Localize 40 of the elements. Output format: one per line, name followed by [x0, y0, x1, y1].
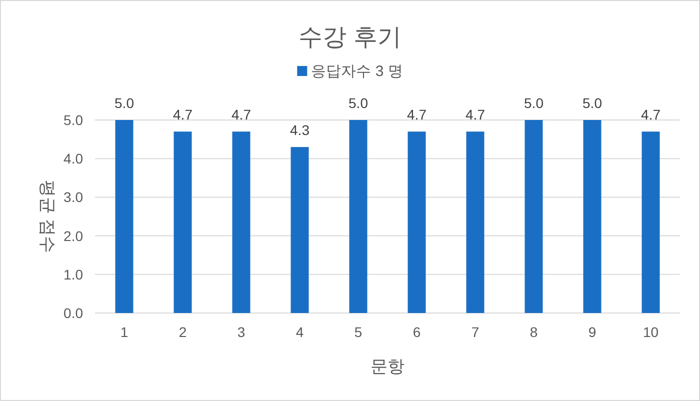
bar: [349, 120, 368, 313]
data-label: 4.7: [173, 106, 193, 123]
data-label: 5.0: [114, 95, 134, 111]
y-tick-label: 5.0: [64, 112, 84, 128]
x-tick-label: 10: [642, 324, 659, 340]
x-tick-label: 6: [412, 324, 421, 340]
y-axis-title: 평균 점수: [38, 180, 57, 253]
x-tick-label: 4: [296, 324, 304, 340]
data-label: 4.7: [407, 106, 427, 123]
x-tick-label: 1: [120, 324, 128, 340]
data-label: 5.0: [524, 95, 544, 111]
bar: [115, 120, 134, 313]
data-label: 4.7: [232, 106, 252, 123]
y-tick-label: 2.0: [64, 228, 84, 244]
bar: [290, 147, 309, 313]
y-tick-label: 3.0: [64, 189, 84, 206]
chart-title: 수강 후기: [298, 24, 402, 51]
bar: [466, 132, 484, 313]
y-tick-label: 1.0: [64, 266, 84, 282]
bar: [524, 120, 543, 313]
legend-label: 응답자수 3 명: [311, 63, 403, 80]
bar: [642, 132, 660, 313]
bar: [583, 120, 602, 313]
y-tick-label: 0.0: [64, 305, 84, 321]
x-axis-title: 문항: [370, 357, 404, 376]
x-tick-label: 3: [237, 324, 246, 340]
data-label: 5.0: [348, 95, 368, 111]
bar: [408, 132, 426, 313]
data-label: 4.7: [641, 106, 661, 123]
x-tick-label: 9: [588, 324, 596, 340]
data-label: 4.3: [290, 122, 310, 138]
x-tick-label: 7: [471, 324, 480, 340]
bar: [174, 132, 192, 313]
x-tick-label: 8: [530, 324, 538, 340]
data-label: 4.7: [466, 106, 486, 123]
x-tick-label: 2: [178, 324, 187, 340]
x-tick-label: 5: [354, 324, 362, 340]
bar: [232, 132, 250, 313]
data-label: 5.0: [582, 95, 602, 111]
y-tick-label: 4.0: [64, 150, 84, 167]
